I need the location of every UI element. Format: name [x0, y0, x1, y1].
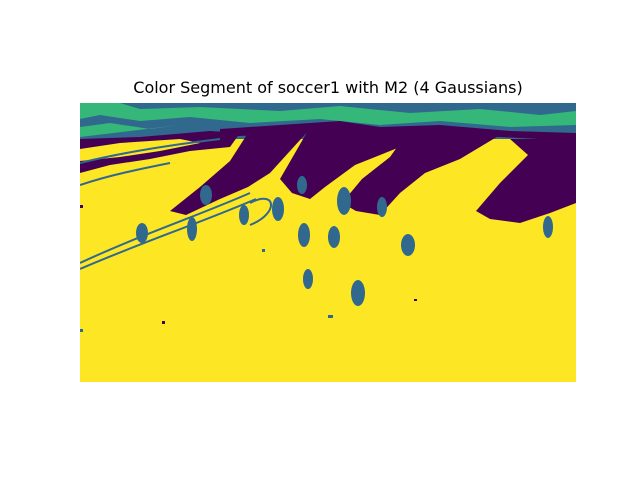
- shadow-stripe: [476, 139, 576, 223]
- player: [297, 176, 307, 194]
- shadow-stripe: [342, 129, 500, 215]
- player: [377, 197, 387, 217]
- player: [272, 197, 284, 221]
- field-lines: [80, 138, 272, 270]
- player: [401, 234, 415, 256]
- chart-title: Color Segment of soccer1 with M2 (4 Gaus…: [133, 78, 523, 97]
- player: [351, 280, 365, 306]
- speckles: [80, 205, 417, 332]
- player: [136, 223, 148, 243]
- player: [200, 185, 212, 205]
- shadow-stripe: [280, 127, 410, 199]
- segmentation-image: [80, 103, 576, 382]
- player: [239, 205, 249, 225]
- player: [303, 269, 313, 289]
- player: [543, 216, 553, 238]
- players: [136, 176, 553, 306]
- player: [337, 187, 351, 215]
- player: [298, 223, 310, 247]
- player: [187, 217, 197, 241]
- player: [328, 226, 340, 248]
